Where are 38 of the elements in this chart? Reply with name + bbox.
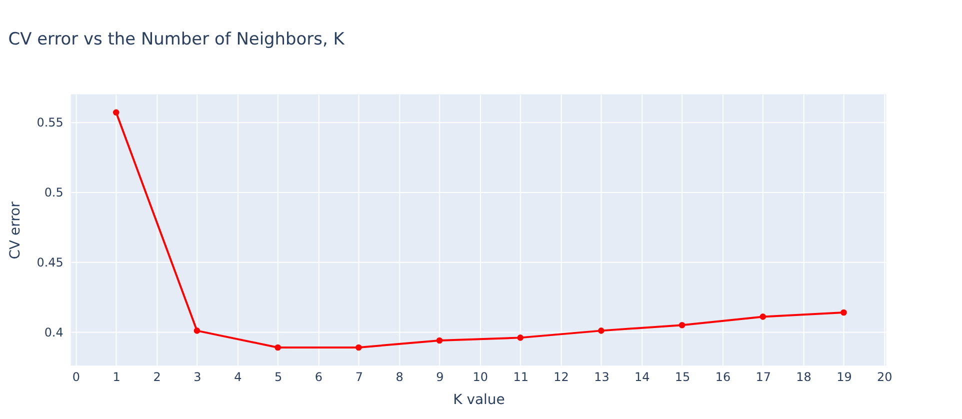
x-tick-label: 19 [836, 370, 852, 384]
point [356, 344, 362, 351]
x-tick-label: 18 [796, 370, 812, 384]
y-axis-title: CV error [8, 201, 24, 260]
point [678, 322, 686, 328]
y-tick-label: 0.4 [44, 326, 64, 340]
x-tick-label: 4 [234, 370, 242, 384]
x-tick-label: 16 [715, 370, 731, 384]
point [760, 314, 766, 320]
x-tick-label: 14 [634, 370, 650, 384]
y-tick-label: 0.45 [36, 256, 64, 270]
point [517, 334, 524, 341]
x-tick-label: 12 [554, 370, 569, 384]
point [194, 328, 200, 334]
x-tick-label: 3 [194, 370, 202, 384]
x-tick-label: 20 [877, 370, 892, 384]
y-tick-label: 0.55 [36, 116, 64, 130]
x-tick-label: 11 [513, 370, 528, 384]
x-tick-label: 15 [674, 370, 690, 384]
chart-title: CV error vs the Number of Neighbors, K [8, 28, 346, 48]
x-tick-label: 8 [396, 370, 404, 384]
x-tick-label: 2 [153, 370, 161, 384]
point [840, 309, 847, 316]
x-tick-label: 5 [274, 370, 282, 384]
x-tick-label: 9 [436, 370, 444, 384]
y-tick-label: 0.5 [44, 186, 64, 200]
x-tick-label: 17 [756, 370, 771, 384]
x-tick-label: 6 [314, 370, 323, 384]
x-tick-label: 13 [594, 370, 610, 384]
point [598, 328, 604, 334]
point [274, 344, 281, 351]
x-tick-label: 7 [355, 370, 363, 384]
point [112, 109, 120, 116]
x-tick-label: 0 [72, 370, 80, 384]
x-axis-title: K value [453, 392, 505, 408]
point [436, 337, 443, 344]
x-tick-label: 1 [112, 370, 120, 384]
x-tick-label: 10 [472, 370, 488, 384]
